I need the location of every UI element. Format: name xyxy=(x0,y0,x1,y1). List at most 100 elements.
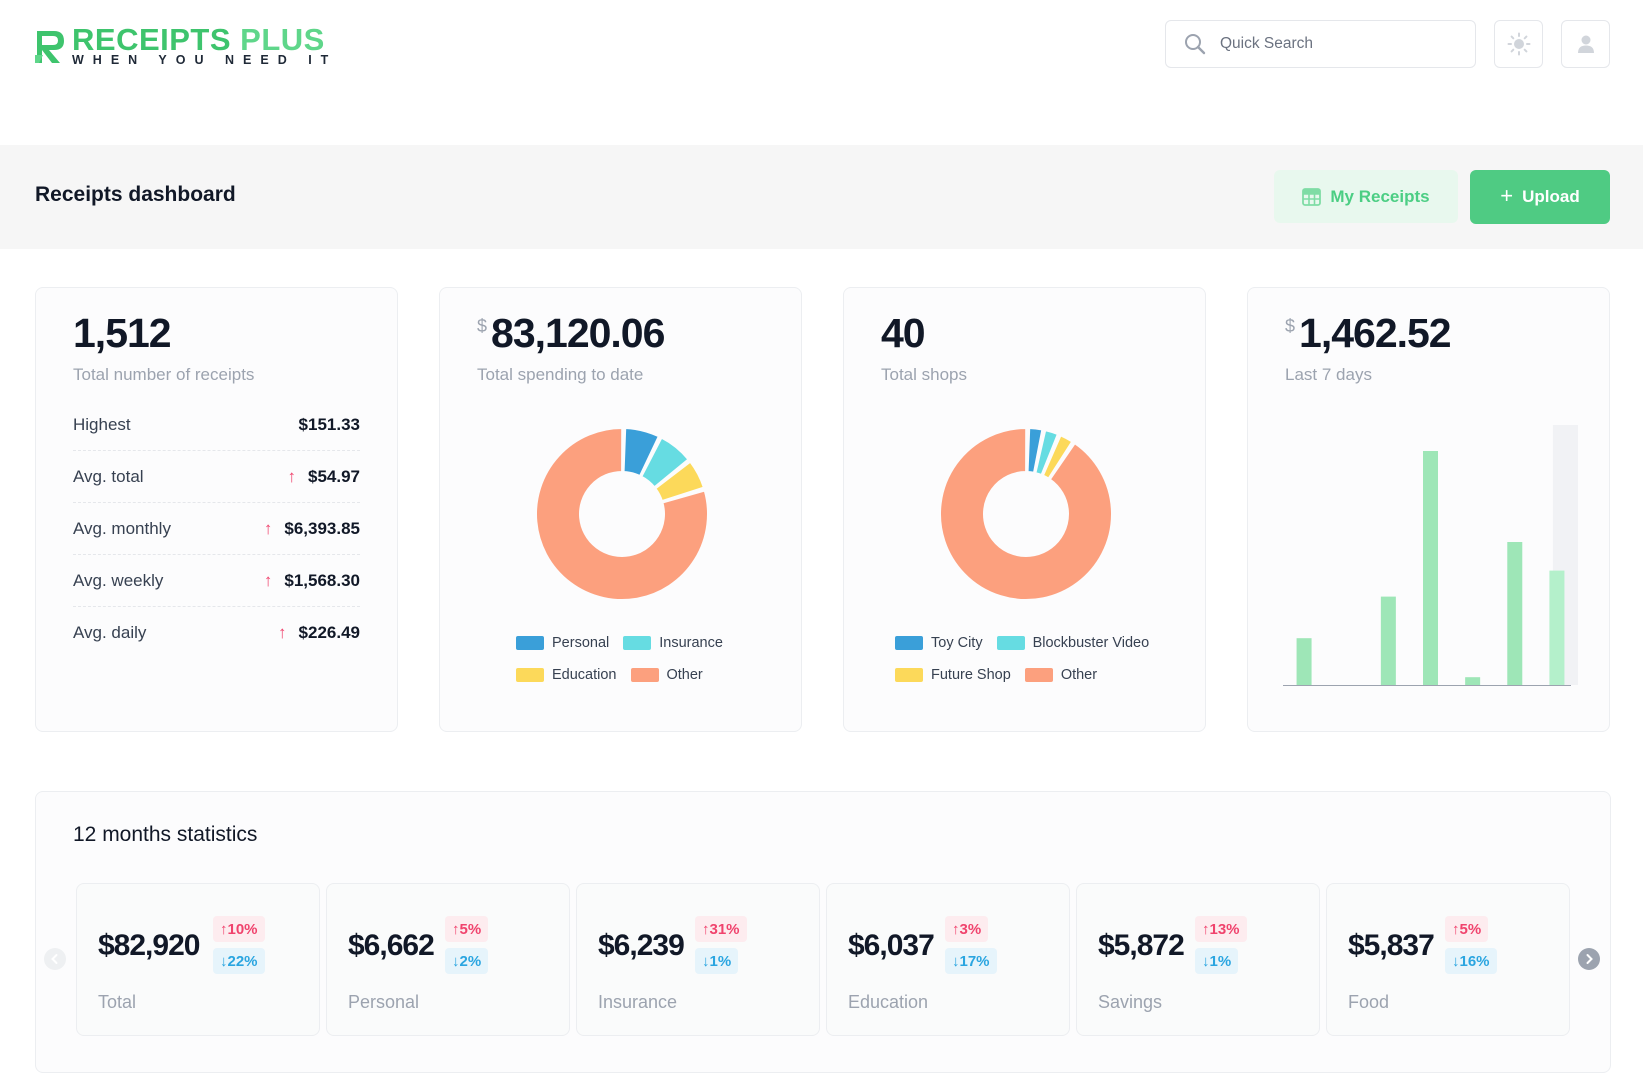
theme-toggle-button[interactable] xyxy=(1494,20,1543,68)
brand-tagline: WHEN YOU NEED IT xyxy=(72,53,338,67)
stat-label: Highest xyxy=(73,414,131,434)
donut-slice-toy-city[interactable] xyxy=(1026,427,1044,474)
arrow-up-icon: ↑ xyxy=(220,920,228,938)
legend-item-education[interactable]: Education xyxy=(516,667,617,683)
total-spending-value: 83,120.06 xyxy=(491,310,665,356)
chevron-left-icon xyxy=(51,954,58,964)
arrow-down-icon: ↓ xyxy=(220,952,228,970)
shops-card: 40 Total shops Toy City Blockbuster Vide… xyxy=(843,287,1206,732)
stat-tile-personal[interactable]: $6,662 ↑ 5% ↓ 2% Personal xyxy=(326,883,570,1036)
currency-symbol: $ xyxy=(1285,316,1296,336)
trend-down-badge: ↓ 2% xyxy=(445,948,489,974)
arrow-up-icon: ↑ xyxy=(1452,920,1460,938)
donut-slice-personal[interactable] xyxy=(622,427,660,478)
legend-label: Education xyxy=(552,667,617,683)
donut-slice-other[interactable] xyxy=(535,427,709,601)
donut-slice-insurance[interactable] xyxy=(640,436,690,489)
legend-label: Personal xyxy=(552,635,610,651)
bar-day-6[interactable] xyxy=(1507,542,1523,685)
spending-card: $83,120.06 Total spending to date Person… xyxy=(439,287,802,732)
tile-value: $6,239 xyxy=(598,929,685,962)
bar-day-3[interactable] xyxy=(1380,596,1396,685)
brand-name-accent: PLUS xyxy=(240,22,325,57)
total-spending-label: Total spending to date xyxy=(477,365,644,384)
legend-swatch xyxy=(623,636,652,650)
last-7-days-value: 1,462.52 xyxy=(1299,310,1452,356)
my-receipts-button[interactable]: My Receipts xyxy=(1274,170,1458,223)
donut-slice-future-shop[interactable] xyxy=(1041,434,1074,480)
stat-tile-insurance[interactable]: $6,239 ↑ 31% ↓ 1% Insurance xyxy=(576,883,820,1036)
receipts-summary-card: 1,512 Total number of receipts Highest $… xyxy=(35,287,398,732)
shops-donut-chart[interactable] xyxy=(934,422,1118,606)
legend-label: Other xyxy=(1060,667,1098,683)
legend-item-blockbuster-video[interactable]: Blockbuster Video xyxy=(996,635,1149,651)
donut-slice-education[interactable] xyxy=(654,460,705,503)
bar-day-1[interactable] xyxy=(1296,638,1312,685)
stat-tile-savings[interactable]: $5,872 ↑ 13% ↓ 1% Savings xyxy=(1076,883,1320,1036)
legend-swatch xyxy=(1024,668,1053,682)
stat-tile-food[interactable]: $5,837 ↑ 5% ↓ 16% Food xyxy=(1326,883,1570,1036)
trend-down-value: 17% xyxy=(959,952,990,970)
stat-value: ↑ $1,568.30 xyxy=(264,571,360,591)
legend-swatch xyxy=(895,668,923,682)
logo-mark-icon xyxy=(35,31,64,64)
stat-tile-education[interactable]: $6,037 ↑ 3% ↓ 17% Education xyxy=(826,883,1070,1036)
spending-donut-chart[interactable] xyxy=(530,422,714,606)
legend-item-toy-city[interactable]: Toy City xyxy=(895,635,983,651)
legend-swatch xyxy=(630,668,659,682)
stat-tile-total[interactable]: $82,920 ↑ 10% ↓ 22% Total xyxy=(76,883,320,1036)
spending-legend: Personal Insurance Education Other xyxy=(516,627,737,691)
trend-up-value: 5% xyxy=(459,920,482,938)
trend-up-value: 5% xyxy=(1459,920,1482,938)
brand-name: RECEIPTS PLUS xyxy=(72,24,337,55)
stat-value: ↑ $6,393.85 xyxy=(264,519,360,539)
arrow-down-icon: ↓ xyxy=(452,952,460,970)
legend-item-future-shop[interactable]: Future Shop xyxy=(895,667,1011,683)
twelve-month-stats-card: 12 months statistics $82,920 ↑ 10% ↓ 22% T… xyxy=(35,791,1611,1073)
last-7-days-card: $1,462.52 Last 7 days xyxy=(1247,287,1610,732)
stat-row-avg-weekly: Avg. weekly ↑ $1,568.30 xyxy=(73,555,360,607)
stat-value-text: $151.33 xyxy=(298,414,360,434)
trend-up-badge: ↑ 5% xyxy=(445,916,489,942)
upload-button[interactable]: + Upload xyxy=(1470,170,1610,224)
bar-day-5[interactable] xyxy=(1465,677,1481,685)
trend-down-badge: ↓ 1% xyxy=(1195,948,1239,974)
trend-up-badge: ↑ 5% xyxy=(1445,916,1489,942)
legend-label: Other xyxy=(666,667,703,683)
tile-value: $5,872 xyxy=(1098,929,1185,962)
logo[interactable]: RECEIPTS PLUS WHEN YOU NEED IT xyxy=(34,24,337,67)
user-menu-button[interactable] xyxy=(1561,20,1610,68)
bar-day-4[interactable] xyxy=(1423,451,1438,685)
arrow-up-icon: ↑ xyxy=(287,466,297,486)
quick-search[interactable] xyxy=(1165,20,1476,68)
stat-label: Avg. monthly xyxy=(73,518,171,538)
arrow-down-icon: ↓ xyxy=(1202,952,1210,970)
upload-label: Upload xyxy=(1522,187,1580,206)
tile-label: Personal xyxy=(348,992,420,1012)
search-input[interactable] xyxy=(1218,34,1452,54)
legend-swatch xyxy=(996,636,1025,650)
tile-label: Insurance xyxy=(598,992,678,1012)
trend-down-value: 16% xyxy=(1459,952,1490,970)
my-receipts-label: My Receipts xyxy=(1330,186,1430,206)
shops-legend: Toy City Blockbuster Video Future Shop O… xyxy=(895,627,1163,691)
arrow-up-icon: ↑ xyxy=(278,623,287,642)
legend-item-personal[interactable]: Personal xyxy=(516,635,609,651)
carousel-next-button[interactable] xyxy=(1578,948,1600,970)
stat-label: Avg. weekly xyxy=(73,570,164,590)
bar-day-7[interactable] xyxy=(1549,570,1565,685)
arrow-down-icon: ↓ xyxy=(702,952,710,970)
plus-icon: + xyxy=(1500,183,1514,208)
tile-value: $82,920 xyxy=(98,929,200,962)
legend-item-other[interactable]: Other xyxy=(1024,667,1098,683)
legend-item-insurance[interactable]: Insurance xyxy=(623,635,723,651)
legend-item-other[interactable]: Other xyxy=(630,667,703,683)
donut-slice-other[interactable] xyxy=(939,427,1113,601)
last-7-days-bar-chart[interactable] xyxy=(1283,408,1578,693)
trend-down-badge: ↓ 1% xyxy=(695,948,739,974)
carousel-prev-button[interactable] xyxy=(44,948,66,970)
stat-value-text: $54.97 xyxy=(308,466,360,486)
tile-label: Total xyxy=(98,992,137,1012)
donut-slice-blockbuster-video[interactable] xyxy=(1034,429,1059,476)
sun-icon xyxy=(1507,32,1530,56)
